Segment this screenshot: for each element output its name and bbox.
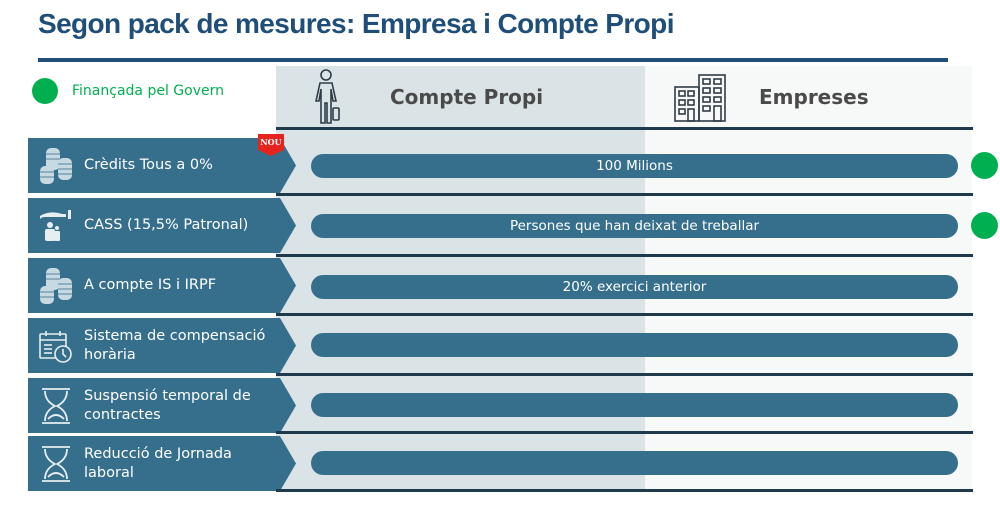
measure-bar-a-compte: 20% exercici anterior <box>311 275 958 299</box>
page-title: Segon pack de mesures: Empresa i Compte … <box>38 8 674 39</box>
government-financed-indicator <box>971 152 998 179</box>
chevron-shape <box>28 258 296 313</box>
measure-bar-credits: 100 Milions <box>311 154 958 178</box>
row-label-text: Suspensió temporal de contractes <box>84 387 251 423</box>
legend-label: Finançada pel Govern <box>72 83 224 99</box>
row-label-text: CASS (15,5% Patronal) <box>84 217 249 233</box>
government-financed-indicator <box>971 212 998 239</box>
column-label-compte-propi: Compte Propi <box>390 85 544 109</box>
header-divider <box>276 127 973 130</box>
measure-bar-cass: Persones que han deixat de treballar <box>311 214 958 238</box>
hourglass-icon <box>42 388 70 424</box>
green-circle-icon <box>32 78 58 104</box>
row-label-compensacio: Sistema de compensació horària <box>28 318 296 373</box>
header-compte-propi: Compte Propi <box>276 66 645 128</box>
row-divider <box>276 431 973 434</box>
row-label-text: A compte IS i IRPF <box>84 277 217 293</box>
legend: Finançada pel Govern <box>32 78 224 104</box>
person-with-briefcase-icon <box>315 69 340 124</box>
row-divider <box>276 489 973 492</box>
row-label-suspensio: Suspensió temporal de contractes <box>28 378 296 433</box>
row-divider <box>276 313 973 316</box>
chevron-shape <box>28 436 296 491</box>
row-divider <box>276 254 973 257</box>
chevron-shape <box>28 378 296 433</box>
measure-bar-compensacio <box>311 333 958 357</box>
coins-stack-icon <box>40 148 72 184</box>
new-badge: NOU <box>258 134 284 156</box>
chevron-shape <box>28 198 296 253</box>
column-label-empreses: Empreses <box>759 85 869 109</box>
measure-bar-reduccio <box>311 451 958 475</box>
row-label-text: Sistema de compensació horària <box>84 327 266 363</box>
row-label-text: Crèdits Tous a 0% <box>84 157 213 173</box>
row-label-a-compte: A compte IS i IRPF <box>28 258 296 313</box>
chevron-shape <box>28 138 296 193</box>
header-empreses: Empreses <box>645 66 972 128</box>
row-divider <box>276 193 973 196</box>
office-buildings-icon <box>674 74 726 122</box>
hourglass-icon <box>42 446 70 482</box>
svg-text:NOU: NOU <box>260 137 281 147</box>
chevron-shape <box>28 318 296 373</box>
row-divider <box>276 373 973 376</box>
row-label-cass: CASS (15,5% Patronal) <box>28 198 296 253</box>
measure-bar-suspensio <box>311 393 958 417</box>
row-label-reduccio: Reducció de Jornada laboral <box>28 436 296 491</box>
coins-stack-icon <box>40 268 72 304</box>
row-label-credits: Crèdits Tous a 0% <box>28 138 296 193</box>
calendar-clock-icon <box>39 331 72 363</box>
row-label-text: Reducció de Jornada laboral <box>84 445 232 481</box>
title-divider <box>38 58 948 62</box>
hand-protecting-family-icon <box>40 210 71 241</box>
